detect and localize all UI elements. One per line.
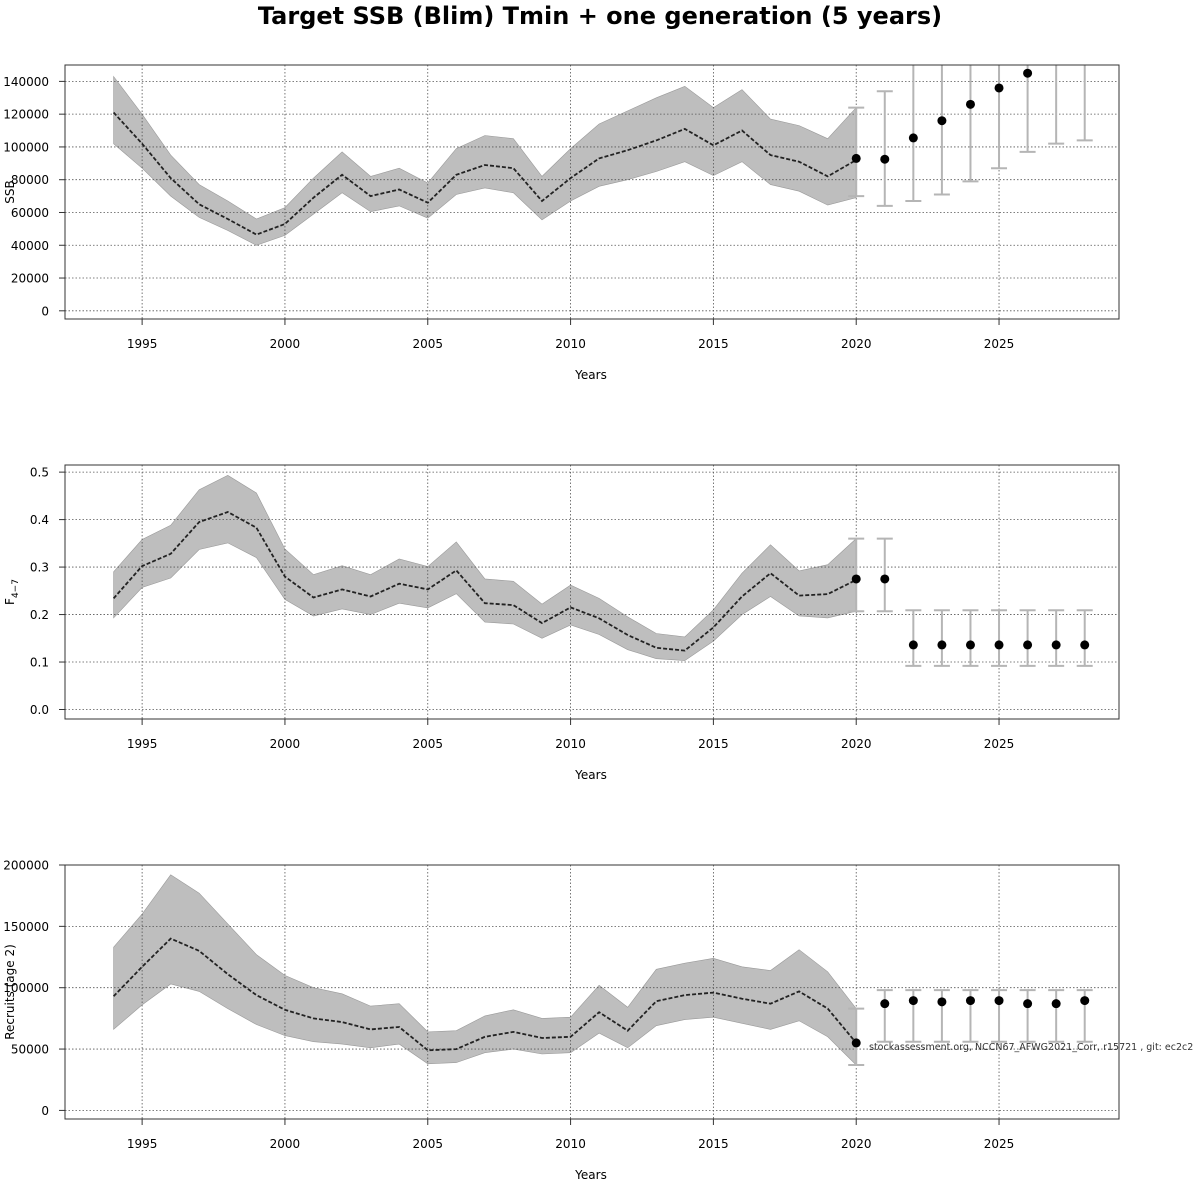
fbar-forecast-point — [880, 574, 890, 584]
ssb-xtick-label: 1995 — [127, 337, 158, 351]
recruits-forecast-point — [1023, 999, 1033, 1009]
ssb-forecast-point — [880, 154, 890, 164]
recruits-forecast-point — [908, 996, 918, 1006]
fbar-ylabel-subscript: 4−7 — [11, 579, 21, 598]
ssb-ytick-label: 0 — [41, 304, 49, 318]
fbar-xlabel: Years — [574, 768, 607, 782]
recruits-ytick-label: 100000 — [3, 981, 49, 995]
fbar-ylabel: F4−7 — [3, 579, 21, 605]
recruits-xlabel: Years — [574, 1168, 607, 1182]
recruits-xtick-label: 2015 — [698, 1137, 729, 1151]
ssb-xtick-label: 2005 — [412, 337, 443, 351]
recruits-xtick-label: 2005 — [412, 1137, 443, 1151]
recruits-forecast-point — [1051, 999, 1061, 1009]
fbar-ytick-label: 0.4 — [30, 513, 49, 527]
recruits-confidence-band — [113, 874, 857, 1066]
recruits-ytick-label: 0 — [41, 1104, 49, 1118]
fbar-ytick-label: 0.1 — [30, 656, 49, 670]
fbar-panel: 1995 2000 2005 2010 2015 2020 2025 0.0 0.1 0.2 0.3… — [3, 464, 1120, 782]
fbar-forecast-point — [908, 640, 918, 650]
fbar-forecast-point — [1080, 640, 1090, 650]
recruits-forecast-point — [851, 1038, 861, 1048]
recruits-ytick-label: 50000 — [11, 1043, 49, 1057]
ssb-xlabel: Years — [574, 368, 607, 382]
ssb-ytick-label: 100000 — [3, 140, 49, 154]
recruits-forecast-point — [1080, 996, 1090, 1006]
recruits-ytick-label: 200000 — [3, 859, 49, 873]
watermark: stockassessment.org, NCCN67_AFWG2021_Cor… — [869, 1042, 1193, 1053]
fbar-forecast-point — [937, 640, 947, 650]
ssb-xtick-label: 2000 — [270, 337, 301, 351]
recruits-forecast-point — [880, 999, 890, 1009]
fbar-xtick-label: 1995 — [127, 737, 158, 751]
ssb-forecast-point — [994, 83, 1004, 93]
ssb-xtick-label: 2025 — [984, 337, 1015, 351]
fbar-forecast-point — [994, 640, 1004, 650]
recruits-forecast-point — [994, 996, 1004, 1006]
fbar-plot-area — [65, 465, 1119, 719]
recruits-xtick-label: 2025 — [984, 1137, 1015, 1151]
ssb-ytick-label: 120000 — [3, 108, 49, 122]
fbar-estimate-line — [112, 511, 857, 652]
recruits-xtick-label: 2000 — [270, 1137, 301, 1151]
recruits-estimate-line — [112, 937, 857, 1052]
chart-title: Target SSB (Blim) Tmin + one generation … — [258, 2, 942, 30]
fbar-xtick-label: 2000 — [270, 737, 301, 751]
fbar-ytick-label: 0.2 — [30, 608, 49, 622]
ssb-confidence-band — [113, 75, 857, 246]
ssb-panel: 1995 2000 2005 2010 2015 2020 2025 0 20000 40000 6… — [3, 64, 1120, 382]
fbar-xtick-label: 2010 — [555, 737, 586, 751]
ssb-xtick-label: 2015 — [698, 337, 729, 351]
fbar-ytick-label: 0.5 — [30, 466, 49, 480]
ssb-ytick-label: 140000 — [3, 75, 49, 89]
fbar-ytick-label: 0.0 — [30, 703, 49, 717]
recruits-xtick-label: 2020 — [841, 1137, 872, 1151]
fbar-confidence-band — [113, 475, 857, 661]
ssb-estimate-line — [112, 111, 857, 236]
ssb-forecast-point — [1023, 68, 1033, 78]
recruits-xtick-label: 2010 — [555, 1137, 586, 1151]
recruits-forecast-point — [965, 996, 975, 1006]
recruits-forecast-point — [937, 997, 947, 1007]
ssb-forecast-point — [908, 133, 918, 143]
recruits-panel: 1995 2000 2005 2010 2015 2020 2025 0 50000 100000… — [3, 859, 1120, 1182]
ssb-forecast-point — [937, 116, 947, 126]
fbar-forecast-point — [1023, 640, 1033, 650]
ssb-frame — [64, 64, 1120, 320]
ssb-forecast-point — [851, 153, 861, 163]
recruits-plot-area — [65, 865, 1119, 1119]
fbar-frame — [64, 464, 1120, 720]
recruits-frame — [64, 864, 1120, 1120]
ssb-ytick-label: 40000 — [11, 239, 49, 253]
fbar-ytick-label: 0.3 — [30, 561, 49, 575]
fbar-xtick-label: 2015 — [698, 737, 729, 751]
fbar-forecast-point — [1051, 640, 1061, 650]
fbar-forecast-point — [851, 574, 861, 584]
fbar-xtick-label: 2005 — [412, 737, 443, 751]
ssb-ytick-label: 80000 — [11, 173, 49, 187]
recruits-xtick-label: 1995 — [127, 1137, 158, 1151]
fbar-xtick-label: 2025 — [984, 737, 1015, 751]
ssb-ytick-label: 60000 — [11, 206, 49, 220]
recruits-ytick-label: 150000 — [3, 920, 49, 934]
ssb-ytick-label: 20000 — [11, 272, 49, 286]
ssb-xtick-label: 2020 — [841, 337, 872, 351]
ssb-plot-area — [65, 65, 1119, 319]
fbar-forecast-point — [965, 640, 975, 650]
fbar-xtick-label: 2020 — [841, 737, 872, 751]
ssb-xtick-label: 2010 — [555, 337, 586, 351]
ssb-ylabel: SSB — [3, 180, 17, 203]
ssb-forecast-point — [965, 99, 975, 109]
recruits-ylabel: Recruits (age 2) — [3, 944, 17, 1040]
